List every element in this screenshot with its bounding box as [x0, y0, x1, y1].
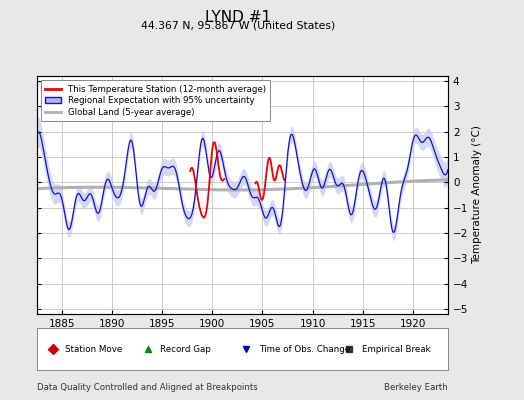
- Text: Record Gap: Record Gap: [160, 344, 211, 354]
- Legend: This Temperature Station (12-month average), Regional Expectation with 95% uncer: This Temperature Station (12-month avera…: [41, 80, 270, 121]
- Text: Berkeley Earth: Berkeley Earth: [384, 383, 448, 392]
- Text: Empirical Break: Empirical Break: [362, 344, 430, 354]
- Text: 44.367 N, 95.867 W (United States): 44.367 N, 95.867 W (United States): [141, 21, 335, 31]
- Text: Time of Obs. Change: Time of Obs. Change: [259, 344, 350, 354]
- Text: LYND #1: LYND #1: [205, 10, 271, 25]
- Y-axis label: Temperature Anomaly (°C): Temperature Anomaly (°C): [473, 126, 483, 264]
- Text: Station Move: Station Move: [66, 344, 123, 354]
- Text: Data Quality Controlled and Aligned at Breakpoints: Data Quality Controlled and Aligned at B…: [37, 383, 257, 392]
